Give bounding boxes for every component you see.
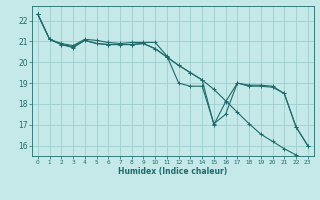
X-axis label: Humidex (Indice chaleur): Humidex (Indice chaleur) <box>118 167 228 176</box>
